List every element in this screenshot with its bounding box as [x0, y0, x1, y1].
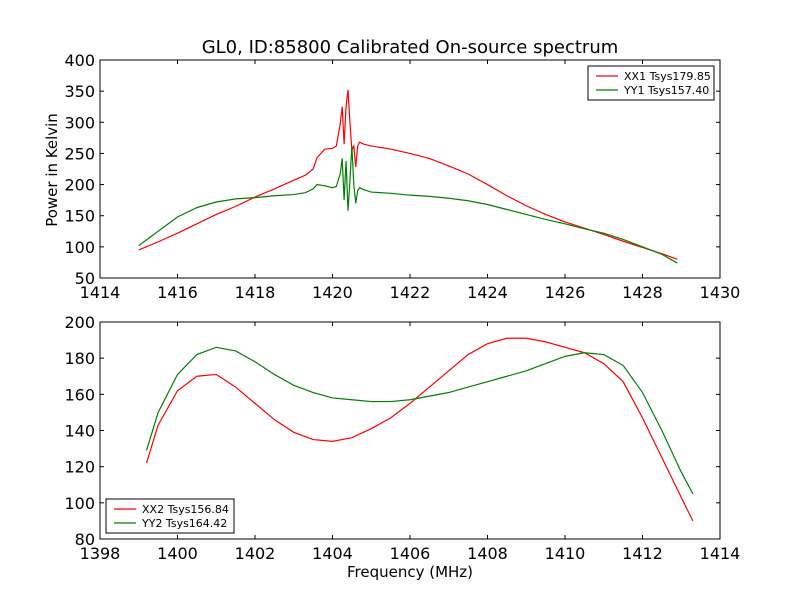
y-tick-label: 250: [64, 144, 95, 163]
figure-title: GL0, ID:85800 Calibrated On-source spect…: [202, 37, 619, 58]
x-tick-label: 1416: [157, 283, 198, 302]
y-tick-label: 160: [64, 385, 95, 404]
x-tick-label: 1400: [157, 544, 198, 563]
bottom-plot: 1398 1400 1402 1404 1406 1408 1410 1412 1414 80 10…: [64, 313, 740, 563]
x-tick-label: 1430: [700, 283, 741, 302]
x-tick-label: 1420: [312, 283, 353, 302]
y-tick-label: 120: [64, 458, 95, 477]
x-tick-label: 1426: [545, 283, 586, 302]
y-tick-label: 300: [64, 113, 95, 132]
y-tick-label: 180: [64, 349, 95, 368]
series-line-0-1: [138, 145, 678, 264]
series-line-0-0: [138, 89, 678, 260]
x-tick-label: 1412: [622, 544, 663, 563]
legend-label: YY2 Tsys164.42: [141, 517, 227, 530]
y-axis-label: Power in Kelvin: [43, 113, 61, 227]
x-tick-label: 1422: [390, 283, 431, 302]
x-tick-label: 1410: [545, 544, 586, 563]
legend-box: [587, 65, 715, 101]
legend-label: XX2 Tsys156.84: [142, 503, 229, 516]
y-tick-label: 150: [64, 207, 95, 226]
y-tick-label: 50: [75, 269, 95, 288]
y-tick-label: 100: [64, 238, 95, 257]
y-tick-label: 200: [64, 313, 95, 332]
x-tick-label: 1428: [622, 283, 663, 302]
y-tick-label: 80: [75, 530, 95, 549]
x-tick-label: 1406: [390, 544, 431, 563]
series-line-1-1: [145, 346, 694, 495]
x-tick-label: 1424: [467, 283, 508, 302]
x-tick-label: 1408: [467, 544, 508, 563]
series-line-1-0: [145, 337, 694, 522]
x-tick-label: 1414: [80, 283, 121, 302]
x-tick-label: 1404: [312, 544, 353, 563]
x-tick-label: 1418: [235, 283, 276, 302]
y-tick-label: 200: [64, 176, 95, 195]
y-tick-label: 140: [64, 422, 95, 441]
top-plot: 1414 1416 1418 1420 1422 1424 1426 1428 1430 50 10…: [64, 51, 740, 302]
x-tick-label: 1402: [235, 544, 276, 563]
y-tick-label: 100: [64, 494, 95, 513]
x-axis-label: Frequency (MHz): [347, 563, 473, 581]
legend-label: XX1 Tsys179.85: [624, 70, 711, 83]
x-tick-label: 1414: [700, 544, 741, 563]
legend-box: [105, 498, 235, 534]
x-tick-label: 1398: [80, 544, 121, 563]
y-tick-label: 400: [64, 51, 95, 70]
legend-label: YY1 Tsys157.40: [623, 84, 709, 97]
y-tick-label: 350: [64, 82, 95, 101]
